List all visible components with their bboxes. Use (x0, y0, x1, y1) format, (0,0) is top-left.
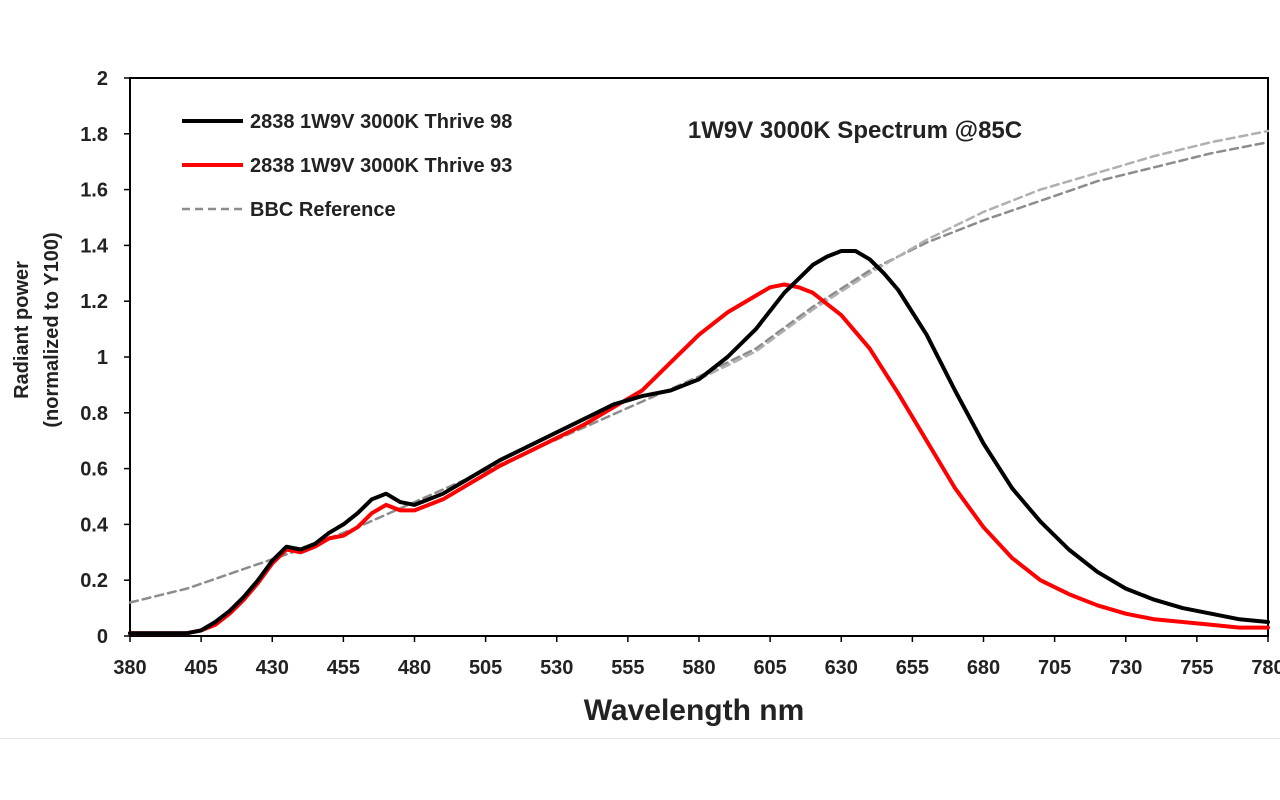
x-tick-label: 755 (1180, 657, 1213, 679)
x-tick-label: 705 (1038, 657, 1071, 679)
y-tick-label: 0.2 (80, 570, 108, 592)
y-tick-label: 0.8 (80, 403, 108, 425)
legend-label-1: 2838 1W9V 3000K Thrive 93 (250, 155, 512, 177)
chart-title: 1W9V 3000K Spectrum @85C (688, 117, 1022, 144)
x-tick-label: 605 (753, 657, 786, 679)
x-tick-label: 530 (540, 657, 573, 679)
y-axis-label-line-1: Radiant power (11, 261, 33, 399)
legend-label-0: 2838 1W9V 3000K Thrive 98 (250, 111, 512, 133)
y-tick-label: 1 (97, 347, 108, 369)
x-tick-label: 655 (896, 657, 929, 679)
y-tick-label: 1.4 (80, 235, 109, 257)
y-tick-label: 0.6 (80, 459, 108, 481)
x-axis-ticks: 380 405 430 455 480 505 530 555 580 605 630 655 680 7… (113, 636, 1280, 679)
y-tick-label: 1.8 (80, 124, 108, 146)
y-tick-label: 1.6 (80, 180, 108, 202)
series-line-0 (128, 249, 1270, 636)
x-tick-label: 730 (1109, 657, 1142, 679)
x-tick-label: 680 (967, 657, 1000, 679)
x-tick-label: 505 (469, 657, 502, 679)
x-tick-label: 630 (825, 657, 858, 679)
y-tick-label: 0.4 (80, 514, 109, 536)
series-line-1 (128, 282, 1270, 636)
y-axis-ticks: 0 0.2 0.4 0.6 0.8 1 1.2 1.4 1.6 1.8 2 (80, 68, 130, 648)
x-tick-label: 380 (113, 657, 146, 679)
x-tick-label: 580 (682, 657, 715, 679)
x-tick-label: 780 (1251, 657, 1280, 679)
x-tick-label: 480 (398, 657, 431, 679)
series-layer (128, 129, 1270, 636)
y-axis-label-line-2: (normalized to Y100) (41, 232, 63, 427)
y-axis-label: Radiant power (normalized to Y100) (11, 232, 63, 427)
x-tick-label: 555 (611, 657, 644, 679)
y-tick-label: 2 (97, 68, 108, 90)
legend: 2838 1W9V 3000K Thrive 98 2838 1W9V 3000K… (182, 111, 512, 221)
x-tick-label: 455 (327, 657, 360, 679)
series-line-3 (697, 129, 1270, 381)
x-tick-label: 405 (184, 657, 217, 679)
bottom-divider (0, 738, 1280, 739)
y-tick-label: 1.2 (80, 291, 108, 313)
x-tick-label: 430 (256, 657, 289, 679)
x-axis-label: Wavelength nm (584, 694, 805, 727)
legend-label-2: BBC Reference (250, 199, 396, 221)
y-tick-label: 0 (97, 626, 108, 648)
